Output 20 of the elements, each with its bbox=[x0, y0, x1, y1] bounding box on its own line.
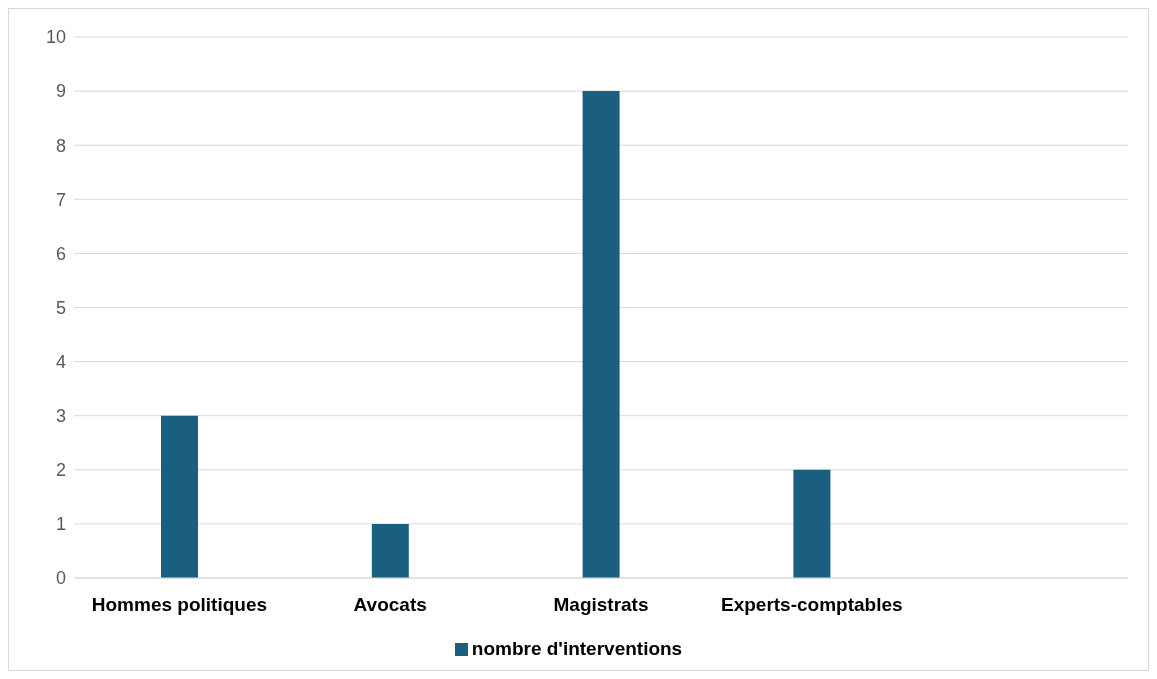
x-tick-label: Magistrats bbox=[553, 594, 649, 616]
legend-label: nombre d'interventions bbox=[471, 638, 683, 659]
y-tick-label: 2 bbox=[55, 460, 66, 481]
x-tick-label: Avocats bbox=[353, 594, 427, 616]
bar bbox=[793, 469, 831, 578]
y-tick-label: 9 bbox=[55, 81, 66, 102]
bar bbox=[161, 415, 198, 578]
bar bbox=[582, 91, 620, 578]
bar bbox=[371, 523, 409, 578]
y-tick-label: 1 bbox=[55, 514, 66, 535]
x-tick-label: Hommes politiques bbox=[91, 594, 268, 616]
y-tick-label: 6 bbox=[55, 243, 66, 264]
y-tick-label: 3 bbox=[55, 406, 66, 427]
y-tick-label: 7 bbox=[55, 189, 66, 210]
y-tick-label: 10 bbox=[45, 27, 66, 48]
y-tick-label: 0 bbox=[55, 568, 66, 589]
y-tick-label: 8 bbox=[55, 135, 66, 156]
y-tick-label: 5 bbox=[55, 297, 66, 318]
x-tick-label: Experts-comptables bbox=[720, 594, 903, 616]
y-tick-label: 4 bbox=[55, 351, 66, 372]
